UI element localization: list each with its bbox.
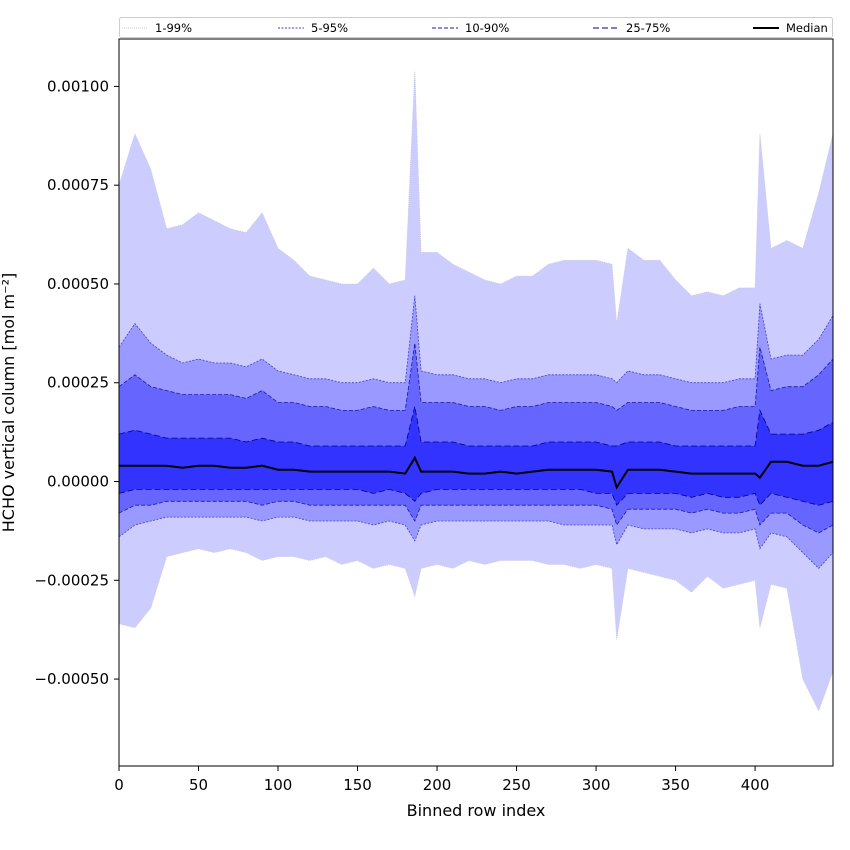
y-tick-label: −0.00050 xyxy=(34,670,109,688)
y-tick-label: 0.00075 xyxy=(47,176,109,194)
legend: 1-99% 5-95% 10-90% 25-75% Median xyxy=(119,17,833,38)
plot-area xyxy=(119,70,833,712)
x-tick-label: 200 xyxy=(423,776,452,794)
x-axis-label: Binned row index xyxy=(407,801,546,820)
axes-frame xyxy=(118,38,834,767)
y-tick-label: 0.00025 xyxy=(47,374,109,392)
x-tick-label: 150 xyxy=(343,776,372,794)
legend-label-10-90%: 10-90% xyxy=(465,21,509,35)
band-10-90%-lower-line xyxy=(119,500,833,534)
x-tick-label: 350 xyxy=(661,776,690,794)
band-5-95%-lower-line xyxy=(119,516,833,569)
band-10-90%-upper-line xyxy=(119,343,833,411)
band-5-95%-upper-line xyxy=(119,295,833,384)
x-tick-label: 50 xyxy=(189,776,208,794)
axes: 0 50 100 150 200 250 300 350 400 0.00100 0.00075 0.… xyxy=(34,38,834,794)
legend-label-Median: Median xyxy=(786,21,828,35)
legend-label-5-95%: 5-95% xyxy=(311,21,348,35)
y-axis-label: HCHO vertical column [mol m⁻²] xyxy=(0,273,18,532)
x-tick-label: 400 xyxy=(741,776,770,794)
legend-box xyxy=(119,17,833,38)
y-tick-label: 0.00000 xyxy=(47,473,109,491)
band-25-75%-upper-line xyxy=(119,406,833,447)
x-tick-label: 300 xyxy=(582,776,611,794)
y-tick-label: −0.00025 xyxy=(34,571,109,589)
legend-label-1-99%: 1-99% xyxy=(155,21,192,35)
band-1-99%-upper-line xyxy=(119,70,833,324)
median-line xyxy=(119,455,833,490)
y-tick-label: 0.00050 xyxy=(47,275,109,293)
y-tick-label: 0.00100 xyxy=(47,77,109,95)
legend-label-25-75%: 25-75% xyxy=(626,21,670,35)
band-25-75%-area xyxy=(119,406,833,506)
x-tick-label: 100 xyxy=(264,776,293,794)
x-tick-label: 250 xyxy=(502,776,531,794)
band-25-75%-lower-line xyxy=(119,488,833,506)
x-tick-label: 0 xyxy=(114,776,124,794)
